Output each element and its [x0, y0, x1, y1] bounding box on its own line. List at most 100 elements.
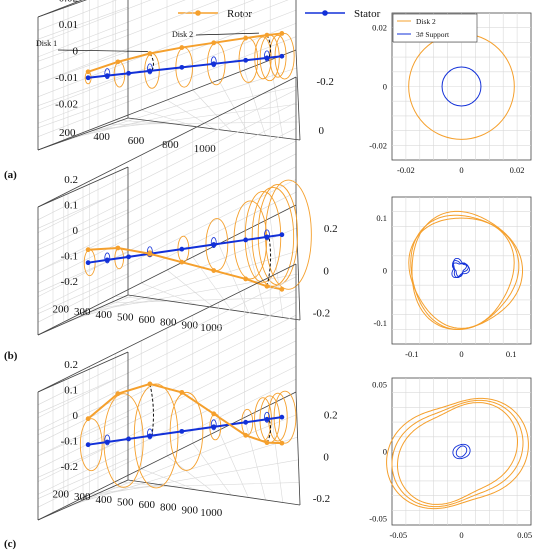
x-tick-label: 600 — [139, 314, 156, 326]
floor-gridline — [109, 296, 300, 304]
floor-gridline — [244, 69, 266, 136]
axis-box-edge — [37, 351, 129, 393]
x-tick-label: 900 — [182, 504, 199, 516]
rotor-orbit-ring — [251, 187, 295, 287]
back-wall-gridline-h — [37, 23, 297, 124]
rotor-marker — [211, 411, 217, 417]
stator-orbit-ring — [210, 56, 217, 68]
axis-box-edge — [37, 391, 297, 521]
stator-marker — [147, 433, 153, 439]
back-wall-gridline-h — [37, 0, 152, 44]
rotor-orbit-ring — [103, 393, 144, 488]
orbit-x-tick-label: -0.1 — [405, 349, 418, 359]
rotor-marker — [147, 381, 153, 387]
rotor-line — [87, 32, 282, 73]
x-tick-label: 800 — [160, 502, 177, 514]
axis-box-edge — [127, 294, 301, 321]
rotor-orbit-ring — [244, 190, 282, 283]
rotor-marker — [179, 45, 185, 50]
rotor-marker — [115, 391, 121, 397]
x-tick-label: 400 — [96, 309, 113, 321]
z-tick-label: 0 — [73, 410, 79, 422]
x-tick-label: 500 — [117, 311, 134, 323]
stator-marker — [211, 242, 217, 247]
stator-orbit-ring — [264, 411, 270, 423]
z-tick-label: 0.1 — [64, 199, 78, 211]
axis-box-edge — [295, 204, 301, 321]
orbit-x-tick-label: 0.1 — [506, 349, 517, 359]
z-tick-label: -0.02 — [55, 99, 78, 111]
floor-gridline — [91, 103, 299, 132]
stator-marker — [85, 442, 91, 448]
orbit-x-tick-label: 0 — [459, 349, 463, 359]
rotor-marker — [243, 432, 249, 438]
rotor-orbit-ring — [257, 184, 298, 286]
support-orbit — [455, 445, 468, 458]
axis-box-edge — [37, 49, 297, 151]
rotor-line — [87, 382, 282, 445]
orbit-x-tick-label: -0.05 — [389, 530, 407, 540]
floor-gridline — [218, 79, 249, 134]
floor-gridline — [109, 482, 300, 489]
x-tick-label: 300 — [74, 491, 91, 503]
rotor-orbit-ring — [273, 390, 297, 444]
x-tick-label: 200 — [59, 127, 76, 139]
stator-marker — [179, 428, 185, 434]
floor-gridline — [91, 459, 299, 497]
stator-orbit-ring — [146, 246, 153, 258]
y-tick-label: 0 — [323, 451, 329, 463]
back-wall-gridline-h — [37, 191, 297, 323]
orbit-y-tick-label: 0 — [383, 82, 387, 92]
back-wall-gridline-h — [37, 340, 297, 470]
legend: Rotor Stator — [178, 8, 381, 20]
stator-orbit-ring — [104, 68, 111, 80]
stator-orbit-ring — [104, 434, 111, 446]
rotor-marker — [179, 389, 185, 395]
z-tick-label: 0 — [73, 225, 79, 237]
x-tick-label: 800 — [160, 317, 177, 329]
rotor-marker — [279, 440, 285, 446]
rotor-marker — [179, 259, 185, 265]
rotor-marker — [211, 268, 217, 273]
stator-marker — [211, 424, 217, 430]
z-tick-label: 0.1 — [64, 384, 78, 396]
rotor-marker — [115, 59, 121, 65]
axis-box-edge — [37, 166, 129, 208]
x-tick-label: 400 — [93, 131, 110, 143]
y-tick-label: 0.2 — [324, 223, 338, 235]
floor-gridline — [166, 99, 215, 130]
floor-gridline — [141, 109, 197, 128]
x-tick-label: 300 — [74, 306, 91, 318]
panel-a-orbit: -0.02 0 0.02 0.02 0 -0.02 Disk 2 3# Support — [369, 12, 532, 175]
rotor-line — [88, 246, 283, 291]
z-tick-label: -0.2 — [61, 461, 78, 473]
floor-gridline — [218, 430, 249, 498]
back-wall-gridline-h — [37, 366, 297, 495]
z-tick-label: -0.01 — [55, 72, 78, 84]
rotor-marker — [85, 416, 91, 422]
panel-b-orbit: -0.1 0 0.1 0.1 0 -0.1 — [374, 196, 532, 359]
disk-dashed-line — [149, 53, 154, 72]
floor-gridline — [141, 282, 197, 306]
x-tick-label: 1000 — [200, 507, 223, 519]
axis-box-edge — [37, 117, 129, 151]
floor-gridline — [269, 404, 284, 503]
stator-orbit-ring — [210, 237, 217, 248]
floor-gridline — [192, 256, 232, 311]
z-tick-label: -0.1 — [61, 251, 78, 263]
floor-gridline — [269, 59, 284, 138]
disk2-orbit — [411, 210, 523, 331]
rotor-marker — [264, 283, 270, 289]
orbit-y-tick-label: -0.02 — [369, 140, 387, 150]
rotor-marker — [85, 247, 91, 253]
z-tick-label: 0 — [73, 46, 79, 58]
annotation-arrow-disk-2 — [195, 32, 259, 36]
axis-box-edge — [37, 76, 297, 208]
floor-gridline — [218, 243, 249, 313]
stator-marker — [279, 232, 285, 238]
annotation-disk-2: Disk 2 — [172, 30, 193, 39]
x-tick-label: 900 — [182, 319, 199, 331]
floor-gridline — [141, 468, 197, 491]
axis-box-edge — [37, 0, 83, 18]
